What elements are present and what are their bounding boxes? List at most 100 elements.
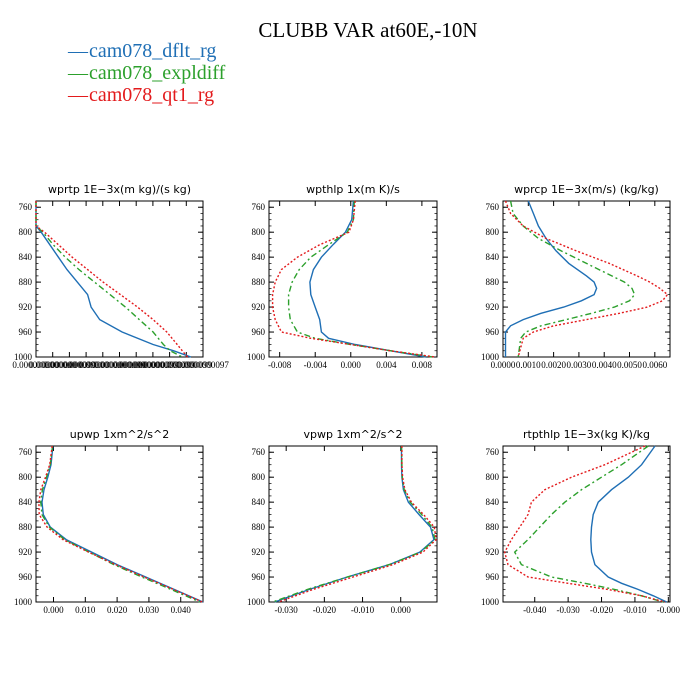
x-tick-label: 0.0010 <box>516 360 541 370</box>
y-tick-label: 1000 <box>481 352 500 362</box>
y-tick-label: 960 <box>252 327 266 337</box>
panel-title: wprcp 1E−3x(m/s) (kg/kg) <box>514 183 659 196</box>
x-tick-label: 0.0060 <box>642 360 667 370</box>
y-tick-label: 960 <box>486 327 500 337</box>
y-tick-label: 880 <box>19 522 33 532</box>
y-tick-label: 1000 <box>247 352 266 362</box>
y-tick-label: 920 <box>486 302 500 312</box>
panel-title: rtpthlp 1E−3x(kg K)/kg <box>523 428 650 441</box>
y-tick-label: 800 <box>252 472 266 482</box>
panel-title: vpwp 1xm^2/s^2 <box>303 428 402 441</box>
legend-item-qt1: — cam078_qt1_rg <box>68 84 225 106</box>
y-tick-label: 840 <box>252 497 266 507</box>
y-tick-label: 880 <box>252 277 266 287</box>
x-tick-label: 0.0000000099 <box>144 360 196 370</box>
x-tick-label: -0.030 <box>557 605 581 615</box>
legend-label: cam078_qt1_rg <box>89 84 215 106</box>
x-tick-label: 0.040 <box>171 605 192 615</box>
x-tick-label: 0.0000000099 <box>44 360 96 370</box>
legend-item-dflt: — cam078_dflt_rg <box>68 40 225 62</box>
y-tick-label: 760 <box>19 202 33 212</box>
series-line-1 <box>40 445 201 603</box>
y-tick-label: 760 <box>252 202 266 212</box>
plot-frame <box>502 445 671 603</box>
x-tick-label: 0.004 <box>376 360 397 370</box>
panel-2: wprcp 1E−3x(m/s) (kg/kg) 760 800 840 880 920 9… <box>481 183 671 370</box>
y-tick-label: 920 <box>19 547 33 557</box>
x-tick-label: 0.000 <box>341 360 362 370</box>
y-tick-label: 960 <box>252 572 266 582</box>
y-tick-label: 920 <box>252 302 266 312</box>
series-line-2 <box>38 445 203 603</box>
y-tick-label: 840 <box>486 252 500 262</box>
x-tick-label: -0.030 <box>275 605 299 615</box>
legend-label: cam078_dflt_rg <box>89 40 217 62</box>
panel-title: wprtp 1E−3x(m kg)/(s kg) <box>48 183 191 196</box>
series-line-1 <box>287 200 433 358</box>
y-tick-label: 1000 <box>14 352 33 362</box>
x-tick-label: -0.020 <box>590 605 614 615</box>
plot-frame <box>35 200 204 358</box>
legend-dash: — <box>68 62 88 84</box>
legend-label: cam078_expldiff <box>89 62 226 84</box>
legend: — cam078_dflt_rg — cam078_expldiff — cam… <box>68 40 225 106</box>
x-tick-label: 0.010 <box>75 605 96 615</box>
x-tick-label: -0.020 <box>313 605 337 615</box>
y-tick-label: 960 <box>19 572 33 582</box>
series-line-0 <box>504 200 598 357</box>
x-tick-label: -0.010 <box>351 605 375 615</box>
plot-frame <box>502 200 671 358</box>
x-tick-label: 0.000000000 <box>113 360 161 370</box>
y-tick-label: 760 <box>252 447 266 457</box>
series-line-2 <box>271 200 436 358</box>
series-line-0 <box>274 446 435 603</box>
x-tick-label: 0.000000000 <box>29 360 77 370</box>
x-tick-label: -0.010 <box>623 605 647 615</box>
y-tick-label: 960 <box>486 572 500 582</box>
y-tick-label: 800 <box>486 472 500 482</box>
y-tick-label: 800 <box>252 227 266 237</box>
y-tick-label: 960 <box>19 327 33 337</box>
x-tick-label: 0.020 <box>107 605 128 615</box>
y-tick-label: 920 <box>19 302 33 312</box>
y-tick-label: 920 <box>486 547 500 557</box>
panel-5: rtpthlp 1E−3x(kg K)/kg 760 800 840 880 920 960… <box>481 428 680 615</box>
x-tick-label: 0.000000000 <box>12 360 60 370</box>
x-tick-label: 0.0000000099 <box>127 360 179 370</box>
series-line-0 <box>309 200 427 358</box>
y-tick-label: 840 <box>486 497 500 507</box>
page-title: CLUBB VAR at60E,-10N <box>258 18 478 42</box>
legend-item-expldiff: — cam078_expldiff <box>68 62 225 84</box>
y-tick-label: 760 <box>486 447 500 457</box>
x-tick-label: 0.0030 <box>567 360 592 370</box>
y-tick-label: 1000 <box>481 597 500 607</box>
series-line-2 <box>504 200 669 358</box>
plot-frame <box>268 445 438 603</box>
y-tick-label: 840 <box>19 497 33 507</box>
x-tick-label: -0.040 <box>523 605 547 615</box>
x-tick-label: -0.008 <box>268 360 292 370</box>
y-tick-label: 880 <box>486 522 500 532</box>
y-tick-label: 760 <box>486 202 500 212</box>
series-line-1 <box>35 201 183 358</box>
x-tick-label: 0.0000000099 <box>160 360 212 370</box>
panel-title: wpthlp 1x(m K)/s <box>306 183 400 196</box>
panel-title: upwp 1xm^2/s^2 <box>70 428 170 441</box>
panel-4: vpwp 1xm^2/s^2 760 800 840 880 920 960 1000 -0.0… <box>247 428 438 615</box>
x-tick-label: 0.000 <box>43 605 64 615</box>
x-tick-label: 0.0000 <box>491 360 516 370</box>
y-tick-label: 880 <box>19 277 33 287</box>
legend-dash: — <box>68 84 88 106</box>
panel-1: wpthlp 1x(m K)/s7608008408809209601000-0… <box>247 183 438 370</box>
y-tick-label: 840 <box>19 252 33 262</box>
x-tick-label: 0.0020 <box>541 360 566 370</box>
series-line-0 <box>41 445 204 603</box>
series-line-2 <box>503 445 666 603</box>
series-line-1 <box>509 200 636 358</box>
x-tick-label: -0.004 <box>304 360 328 370</box>
y-tick-label: 840 <box>252 252 266 262</box>
series-line-0 <box>590 445 667 603</box>
x-tick-label: 0.030 <box>139 605 160 615</box>
plot-frame <box>35 445 204 603</box>
